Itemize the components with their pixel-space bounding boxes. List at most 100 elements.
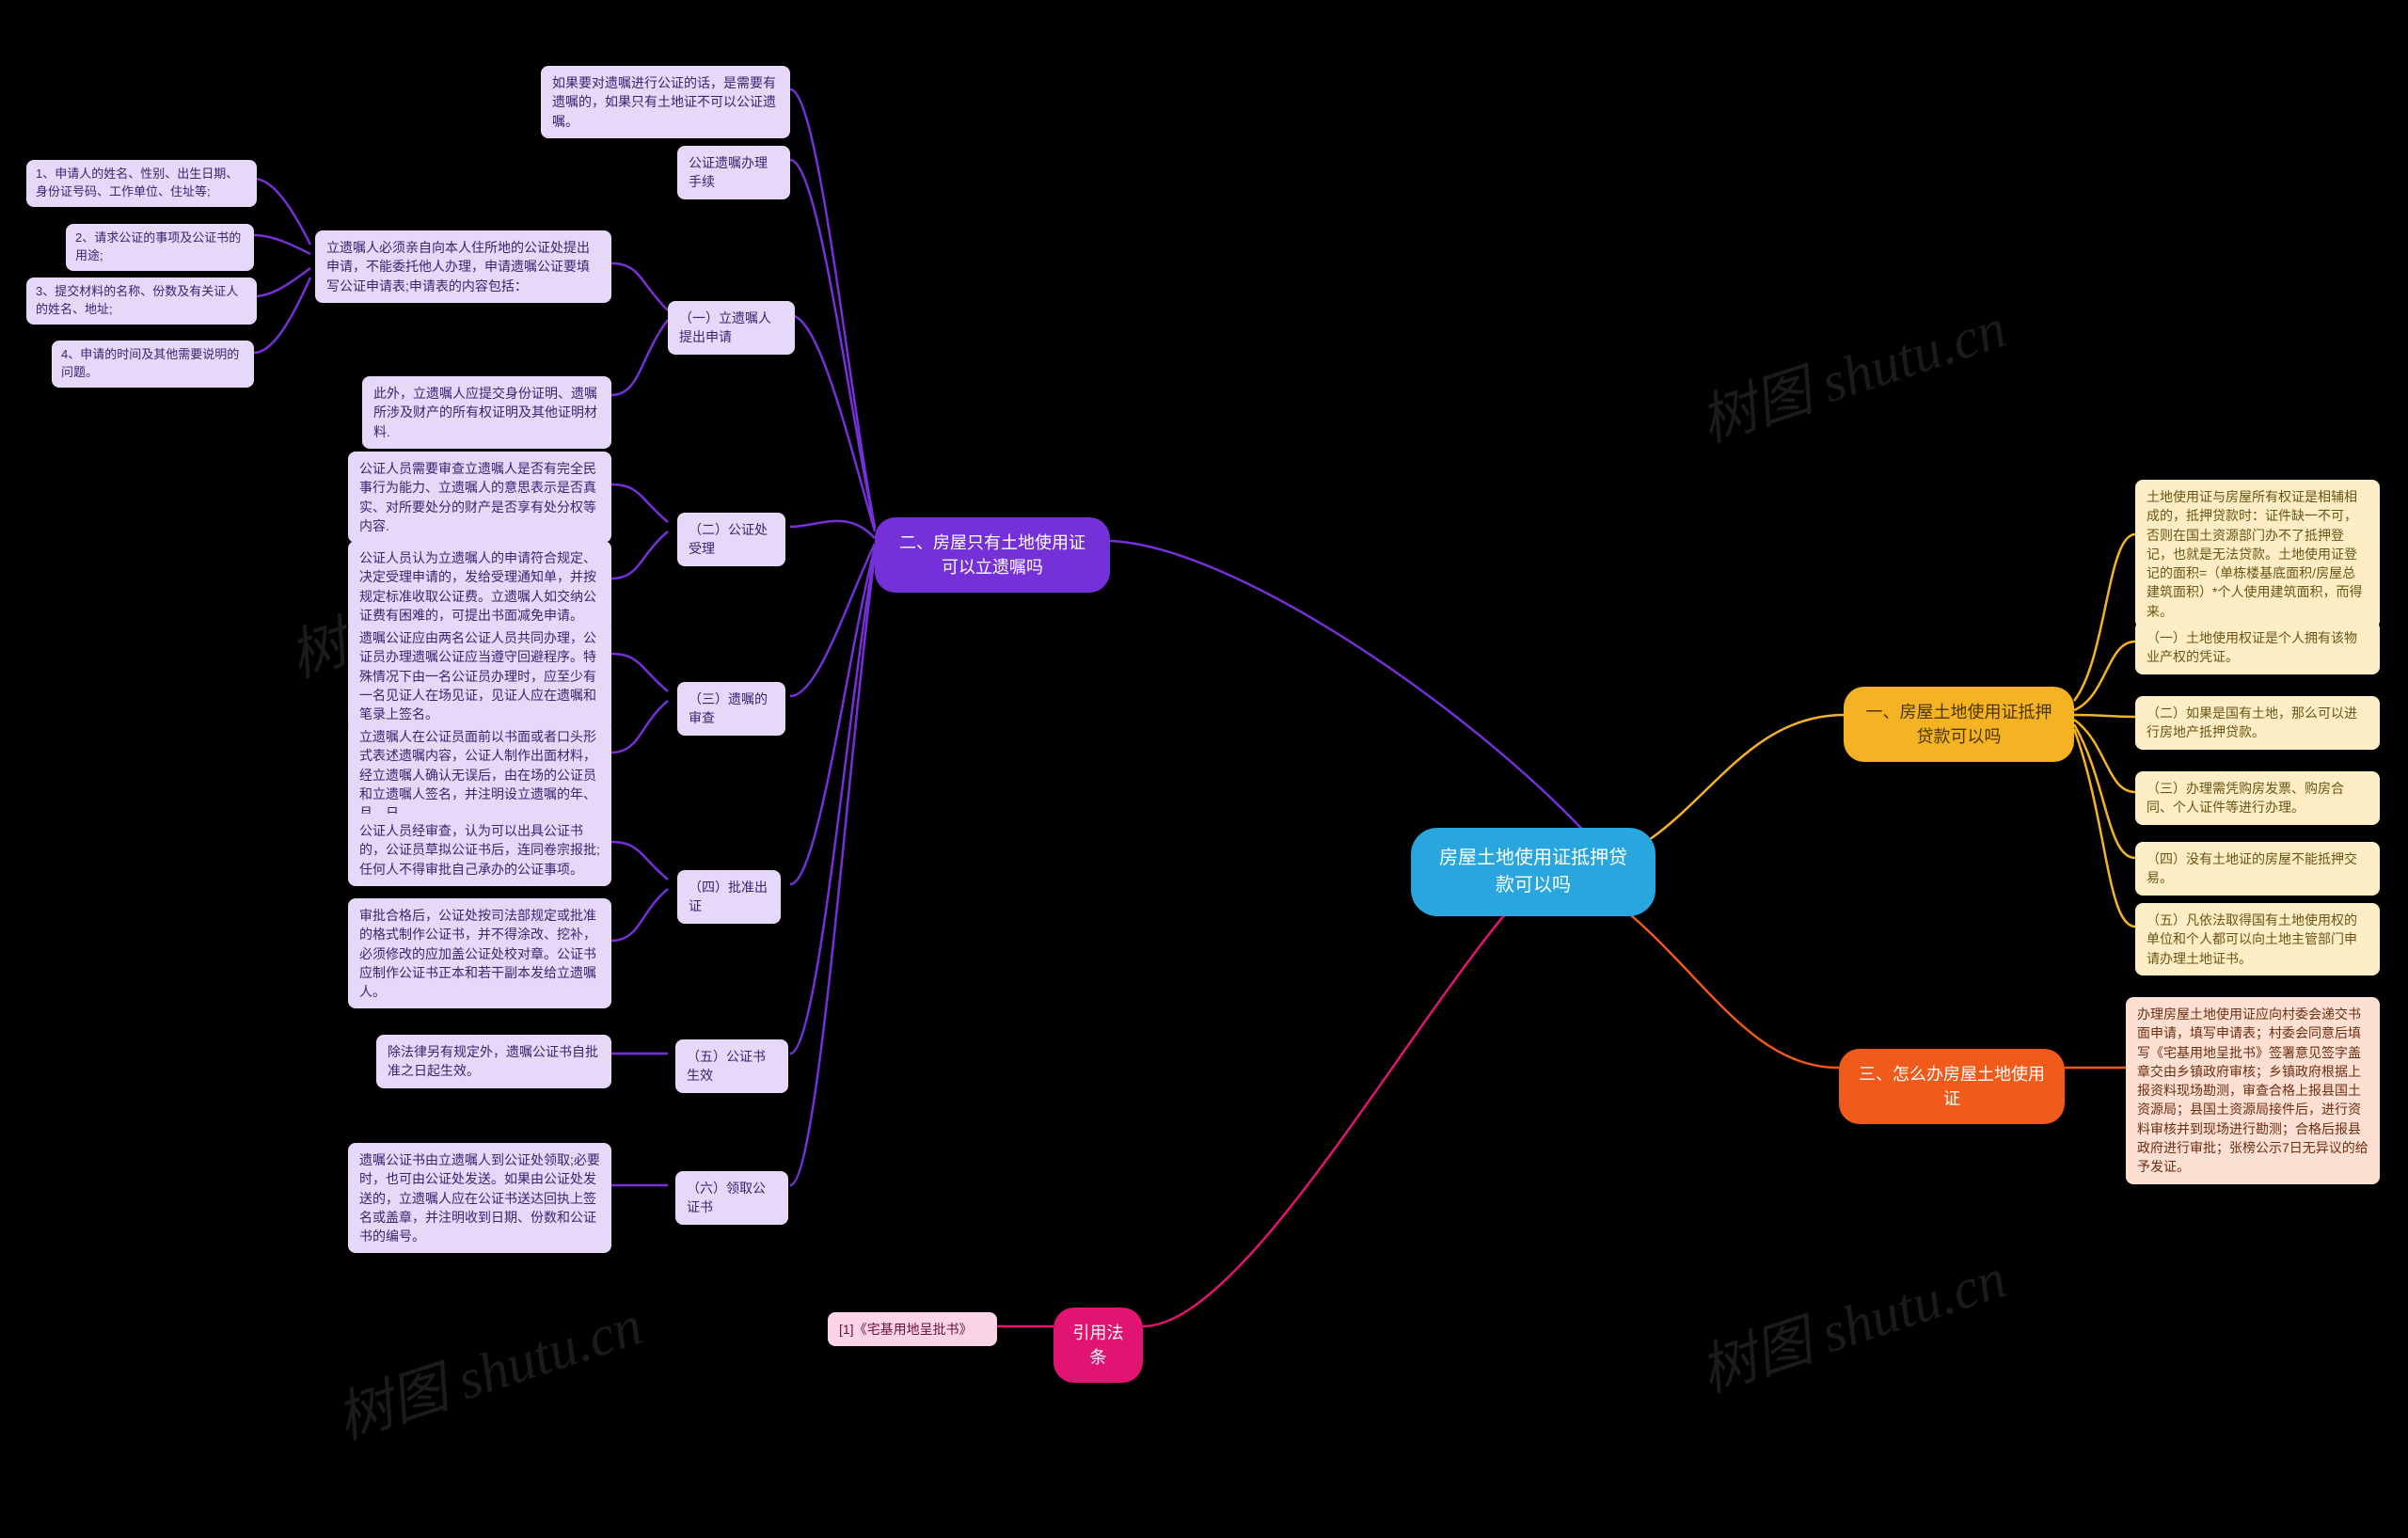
- branch-1-leaf-2[interactable]: （二）如果是国有土地，那么可以进行房地产抵押贷款。: [2135, 696, 2380, 750]
- leaf-text: 此外，立遗嘱人应提交身份证明、遗嘱所涉及财产的所有权证明及其他证明材料.: [373, 386, 597, 439]
- edge: [254, 179, 310, 245]
- edge: [1143, 903, 1514, 1326]
- leaf-text: （三）遗嘱的审查: [689, 691, 768, 725]
- branch-2-step-1-grand-1[interactable]: 2、请求公证的事项及公证书的用途;: [66, 224, 254, 271]
- branch-1-leaf-0[interactable]: 土地使用证与房屋所有权证是相辅相成的，抵押贷款时：证件缺一不可，否则在国土资源部…: [2135, 480, 2380, 628]
- branch-2-step-4[interactable]: （四）批准出证: [677, 870, 781, 924]
- edge: [790, 315, 875, 531]
- branch-2-step-1-child-1[interactable]: 此外，立遗嘱人应提交身份证明、遗嘱所涉及财产的所有权证明及其他证明材料.: [362, 376, 611, 449]
- watermark-text: 树图 shutu.cn: [325, 1279, 651, 1455]
- watermark-text: 树图 shutu.cn: [1688, 282, 2015, 458]
- leaf-text: （二）公证处受理: [689, 522, 768, 556]
- branch-4-leaf-0[interactable]: [1]《宅基用地呈批书》: [828, 1312, 997, 1346]
- leaf-text: 公证人员认为立遗嘱人的申请符合规定、决定受理申请的，发给受理通知单，并按规定标准…: [359, 550, 596, 623]
- branch-1[interactable]: 一、房屋土地使用证抵押贷款可以吗: [1844, 687, 2074, 762]
- branch-1-leaf-5[interactable]: （五）凡依法取得国有土地使用权的单位和个人都可以向土地主管部门申请办理土地证书。: [2135, 903, 2380, 975]
- edge: [611, 263, 668, 310]
- leaf-text: 审批合格后，公证处按司法部规定或批准的格式制作公证书，并不得涂改、挖补，必须修改…: [359, 908, 596, 999]
- branch-1-leaf-4[interactable]: （四）没有土地证的房屋不能抵押交易。: [2135, 842, 2380, 896]
- edge: [790, 160, 875, 529]
- branch-2-step-5-child-0[interactable]: 除法律另有规定外，遗嘱公证书自批准之日起生效。: [376, 1035, 611, 1088]
- edge: [254, 235, 310, 254]
- edge: [254, 268, 310, 296]
- edge: [254, 277, 310, 353]
- branch-2-step-4-child-1[interactable]: 审批合格后，公证处按司法部规定或批准的格式制作公证书，并不得涂改、挖补，必须修改…: [348, 898, 611, 1008]
- leaf-text: 公证人员需要审查立遗嘱人是否有完全民事行为能力、立遗嘱人的意思表示是否真实、对所…: [359, 461, 596, 533]
- leaf-text: （四）没有土地证的房屋不能抵押交易。: [2147, 851, 2357, 885]
- branch-2-step-2[interactable]: （二）公证处受理: [677, 513, 785, 566]
- branch-2-step-3-child-0[interactable]: 遗嘱公证应由两名公证人员共同办理，公证员办理遗嘱公证应当遵守回避程序。特殊情况下…: [348, 621, 611, 731]
- edge: [2074, 720, 2135, 792]
- branch-3-leaf-0[interactable]: 办理房屋土地使用证应向村委会递交书面申请，填写申请表；村委会同意后填写《宅基用地…: [2126, 997, 2380, 1184]
- edge: [611, 889, 668, 941]
- leaf-text: （二）如果是国有土地，那么可以进行房地产抵押贷款。: [2147, 706, 2357, 739]
- edge: [611, 701, 668, 753]
- root-label: 房屋土地使用证抵押贷款可以吗: [1439, 848, 1627, 896]
- edge: [611, 320, 668, 395]
- leaf-text: 3、提交材料的名称、份数及有关证人的姓名、地址;: [36, 284, 238, 316]
- leaf-text: （四）批准出证: [689, 880, 768, 913]
- branch-2-step-1-grand-0[interactable]: 1、申请人的姓名、性别、出生日期、身份证号码、工作单位、住址等;: [26, 160, 257, 207]
- branch-3[interactable]: 三、怎么办房屋土地使用证: [1839, 1049, 2065, 1124]
- leaf-text: （六）领取公证书: [687, 1181, 766, 1214]
- branch-2-step-4-child-0[interactable]: 公证人员经审查，认为可以出具公证书的，公证员草拟公证书后，连同卷宗报批;任何人不…: [348, 814, 611, 886]
- branch-2-pre-1[interactable]: 公证遗嘱办理手续: [677, 146, 790, 199]
- branch-2-pre-0[interactable]: 如果要对遗嘱进行公证的话，是需要有遗嘱的，如果只有土地证不可以公证遗嘱。: [541, 66, 790, 138]
- edge: [2074, 715, 2135, 717]
- edge: [611, 484, 668, 522]
- leaf-text: 遗嘱公证书由立遗嘱人到公证处领取;必要时，也可由公证处发送。如果由公证处发送的，…: [359, 1152, 600, 1244]
- root-node[interactable]: 房屋土地使用证抵押贷款可以吗: [1411, 828, 1656, 916]
- edge: [611, 531, 668, 579]
- edge: [790, 89, 875, 527]
- leaf-text: 土地使用证与房屋所有权证是相辅相成的，抵押贷款时：证件缺一不可，否则在国土资源部…: [2147, 489, 2362, 619]
- edge: [790, 547, 875, 884]
- leaf-text: （三）办理需凭购房发票、购房合同、个人证件等进行办理。: [2147, 781, 2344, 815]
- branch-4-label: 引用法条: [1073, 1324, 1124, 1367]
- edge: [2074, 642, 2135, 710]
- branch-1-leaf-3[interactable]: （三）办理需凭购房发票、购房合同、个人证件等进行办理。: [2135, 771, 2380, 825]
- leaf-text: （一）土地使用权证是个人拥有该物业产权的凭证。: [2147, 630, 2357, 664]
- leaf-text: 4、申请的时间及其他需要说明的问题。: [61, 347, 239, 379]
- branch-2[interactable]: 二、房屋只有土地使用证可以立遗嘱吗: [875, 517, 1110, 593]
- branch-1-label: 一、房屋土地使用证抵押贷款可以吗: [1866, 703, 2052, 746]
- leaf-text: （五）凡依法取得国有土地使用权的单位和个人都可以向土地主管部门申请办理土地证书。: [2147, 912, 2357, 966]
- branch-1-leaf-1[interactable]: （一）土地使用权证是个人拥有该物业产权的凭证。: [2135, 621, 2380, 674]
- leaf-text: [1]《宅基用地呈批书》: [839, 1322, 973, 1337]
- edge: [2074, 724, 2135, 858]
- leaf-text: 除法律另有规定外，遗嘱公证书自批准之日起生效。: [388, 1044, 598, 1078]
- leaf-text: （一）立遗嘱人提出申请: [679, 310, 771, 344]
- edge: [2074, 534, 2135, 701]
- edge: [790, 555, 875, 1185]
- edge: [611, 842, 668, 880]
- branch-2-step-1-grand-2[interactable]: 3、提交材料的名称、份数及有关证人的姓名、地址;: [26, 277, 257, 325]
- branch-2-step-1[interactable]: （一）立遗嘱人提出申请: [668, 301, 795, 355]
- edge: [2074, 729, 2135, 927]
- leaf-text: 如果要对遗嘱进行公证的话，是需要有遗嘱的，如果只有土地证不可以公证遗嘱。: [552, 75, 776, 129]
- leaf-text: 1、申请人的姓名、性别、出生日期、身份证号码、工作单位、住址等;: [36, 166, 238, 198]
- leaf-text: 办理房屋土地使用证应向村委会递交书面申请，填写申请表；村委会同意后填写《宅基用地…: [2137, 1007, 2368, 1174]
- leaf-text: 2、请求公证的事项及公证书的用途;: [75, 230, 241, 262]
- branch-2-step-5[interactable]: （五）公证书生效: [675, 1039, 788, 1093]
- watermark-text: 树图 shutu.cn: [1688, 1232, 2015, 1408]
- branch-2-step-3[interactable]: （三）遗嘱的审查: [677, 682, 785, 736]
- leaf-text: 立遗嘱人必须亲自向本人住所地的公证处提出申请，不能委托他人办理，申请遗嘱公证要填…: [326, 240, 590, 293]
- leaf-text: （五）公证书生效: [687, 1049, 766, 1083]
- branch-2-step-6-child-0[interactable]: 遗嘱公证书由立遗嘱人到公证处领取;必要时，也可由公证处发送。如果由公证处发送的，…: [348, 1143, 611, 1253]
- branch-3-label: 三、怎么办房屋土地使用证: [1859, 1065, 2045, 1108]
- leaf-text: 公证人员经审查，认为可以出具公证书的，公证员草拟公证书后，连同卷宗报批;任何人不…: [359, 823, 600, 877]
- leaf-text: 立遗嘱人在公证员面前以书面或者口头形式表述遗嘱内容，公证人制作出面材料，经立遗嘱…: [359, 729, 596, 820]
- branch-4[interactable]: 引用法条: [1054, 1308, 1143, 1383]
- edge: [790, 551, 875, 1054]
- edge: [611, 654, 668, 691]
- edge: [790, 544, 875, 696]
- branch-2-step-2-child-0[interactable]: 公证人员需要审查立遗嘱人是否有完全民事行为能力、立遗嘱人的意思表示是否真实、对所…: [348, 452, 611, 543]
- edge: [1110, 541, 1590, 837]
- branch-2-step-1-grand-3[interactable]: 4、申请的时间及其他需要说明的问题。: [52, 341, 254, 388]
- branch-2-step-1-child-0[interactable]: 立遗嘱人必须亲自向本人住所地的公证处提出申请，不能委托他人办理，申请遗嘱公证要填…: [315, 230, 611, 303]
- branch-2-label: 二、房屋只有土地使用证可以立遗嘱吗: [899, 533, 1085, 577]
- leaf-text: 遗嘱公证应由两名公证人员共同办理，公证员办理遗嘱公证应当遵守回避程序。特殊情况下…: [359, 630, 596, 721]
- branch-2-step-2-child-1[interactable]: 公证人员认为立遗嘱人的申请符合规定、决定受理申请的，发给受理通知单，并按规定标准…: [348, 541, 611, 632]
- edge: [790, 521, 875, 538]
- leaf-text: 公证遗嘱办理手续: [689, 155, 768, 189]
- branch-2-step-6[interactable]: （六）领取公证书: [675, 1171, 788, 1225]
